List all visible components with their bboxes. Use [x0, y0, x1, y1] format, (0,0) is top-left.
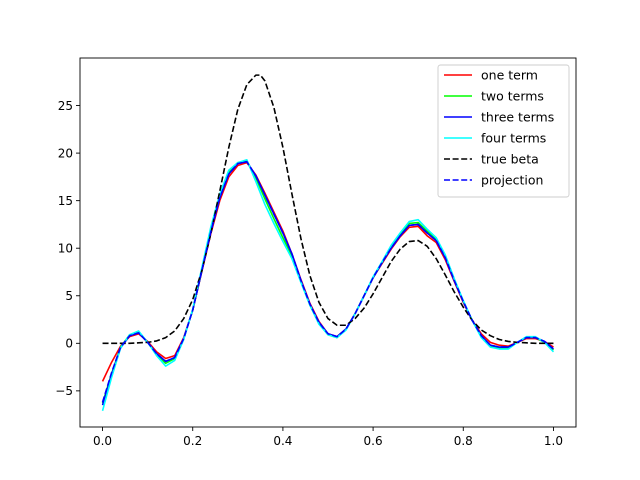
- legend-label-four-terms: four terms: [481, 131, 546, 146]
- legend: one term two terms three terms four terms tr…: [437, 64, 570, 198]
- legend-label-two-terms: two terms: [481, 89, 544, 104]
- plot-area: [101, 74, 555, 412]
- legend-label-true-beta: true beta: [481, 152, 539, 167]
- y-tick-label: −5: [55, 384, 73, 398]
- axes: 0.0 0.2 0.4 0.6 0.8 1.0 −5 0 5 10 15 20 25: [55, 57, 577, 448]
- legend-label-three-terms: three terms: [481, 110, 554, 125]
- y-tick-label: 5: [65, 289, 73, 303]
- x-tick-label: 0.2: [183, 434, 202, 448]
- x-tick-label: 1.0: [544, 434, 563, 448]
- legend-box: [437, 64, 570, 198]
- x-tick-label: 0.6: [364, 434, 383, 448]
- axes-frame: [79, 57, 577, 428]
- x-tick-label: 0.4: [273, 434, 292, 448]
- y-tick-label: 10: [58, 242, 73, 256]
- series-line-projection: [101, 160, 554, 403]
- x-tick-label: 0.0: [93, 434, 112, 448]
- legend-label-one-term: one term: [481, 68, 538, 83]
- legend-label-projection: projection: [481, 173, 543, 188]
- series-line-true-beta: [102, 74, 554, 345]
- series-group: [101, 74, 555, 412]
- y-tick-label: 20: [58, 146, 73, 160]
- y-tick-label: 15: [58, 194, 73, 208]
- y-tick-label: 0: [65, 337, 73, 351]
- x-tick-label: 0.8: [454, 434, 473, 448]
- y-tick-label: 25: [58, 99, 73, 113]
